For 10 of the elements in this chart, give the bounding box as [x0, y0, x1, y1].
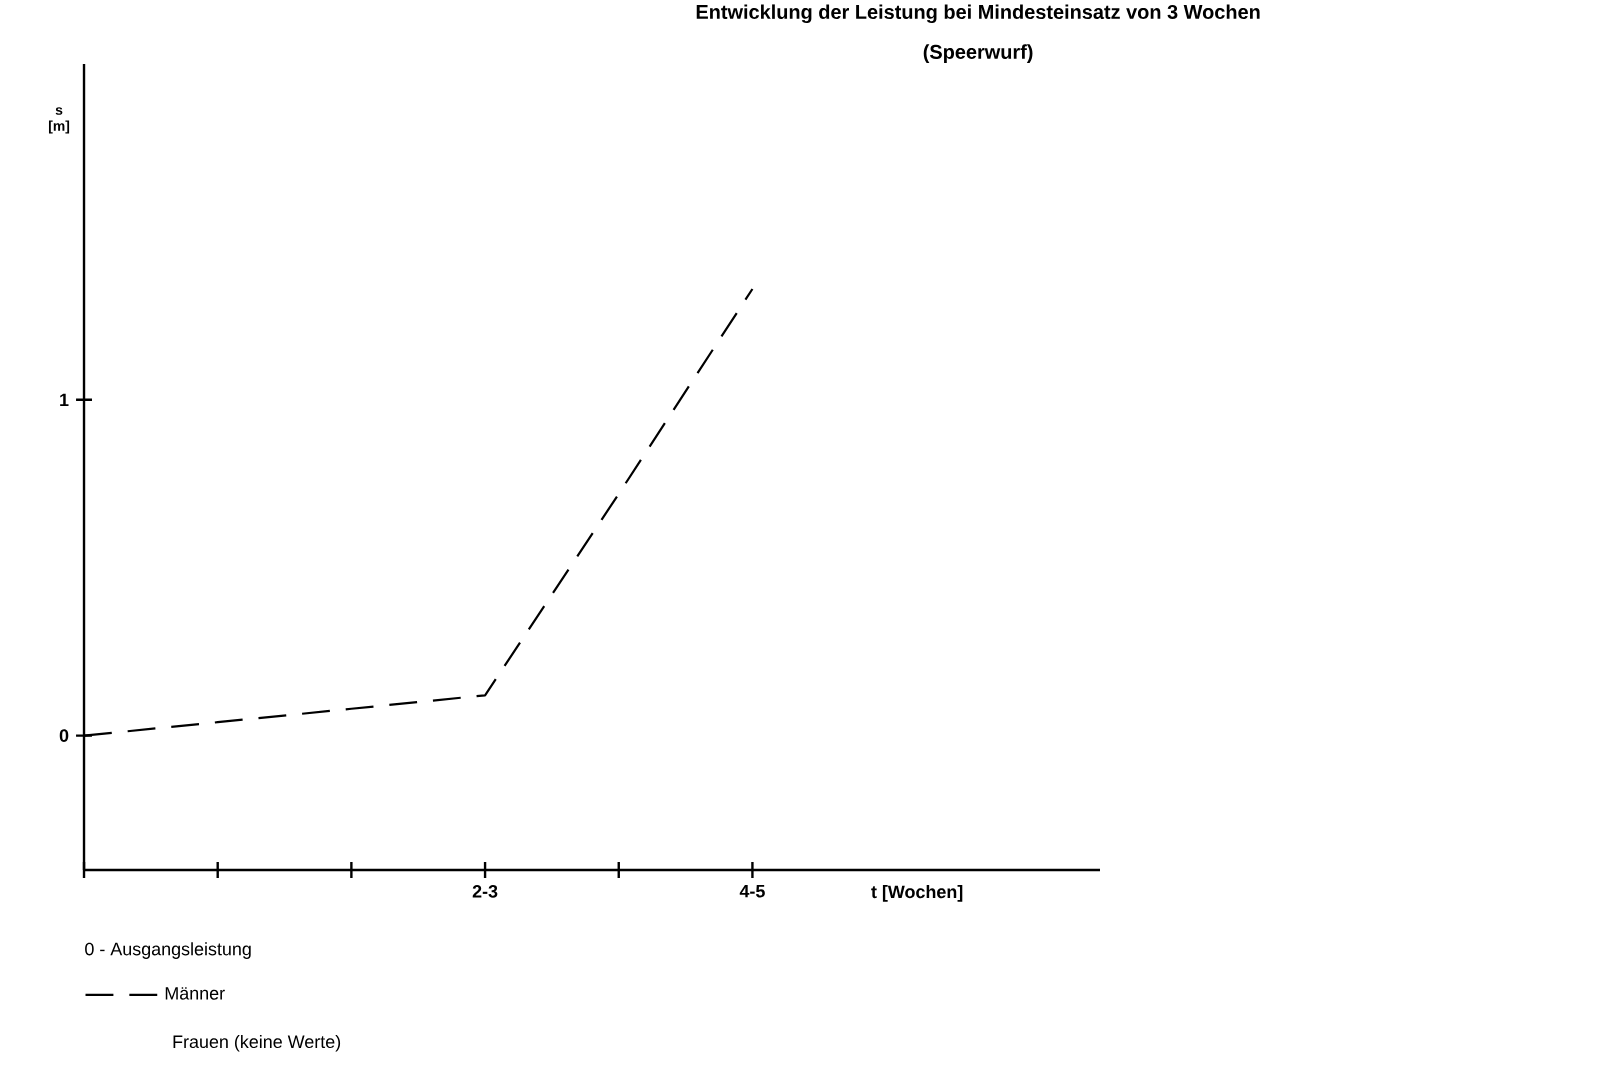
- x-axis-title: t [Wochen]: [871, 884, 963, 902]
- text: Frauen (keine Werte): [173, 1034, 341, 1052]
- x-tick-label: 2-3: [472, 884, 498, 898]
- y-tick-label: 1: [60, 393, 69, 406]
- legend-label: Männer: [165, 987, 225, 1000]
- text: (Speerwurf): [923, 44, 1033, 63]
- text: Entwicklung der Leistung bei Mindesteinsatz von 3 Wochen: [696, 4, 1260, 24]
- x-tick-label: 4-5: [739, 884, 765, 898]
- y-tick-label: 0: [59, 729, 69, 742]
- text: 0 - Ausgangsleistung: [85, 942, 251, 959]
